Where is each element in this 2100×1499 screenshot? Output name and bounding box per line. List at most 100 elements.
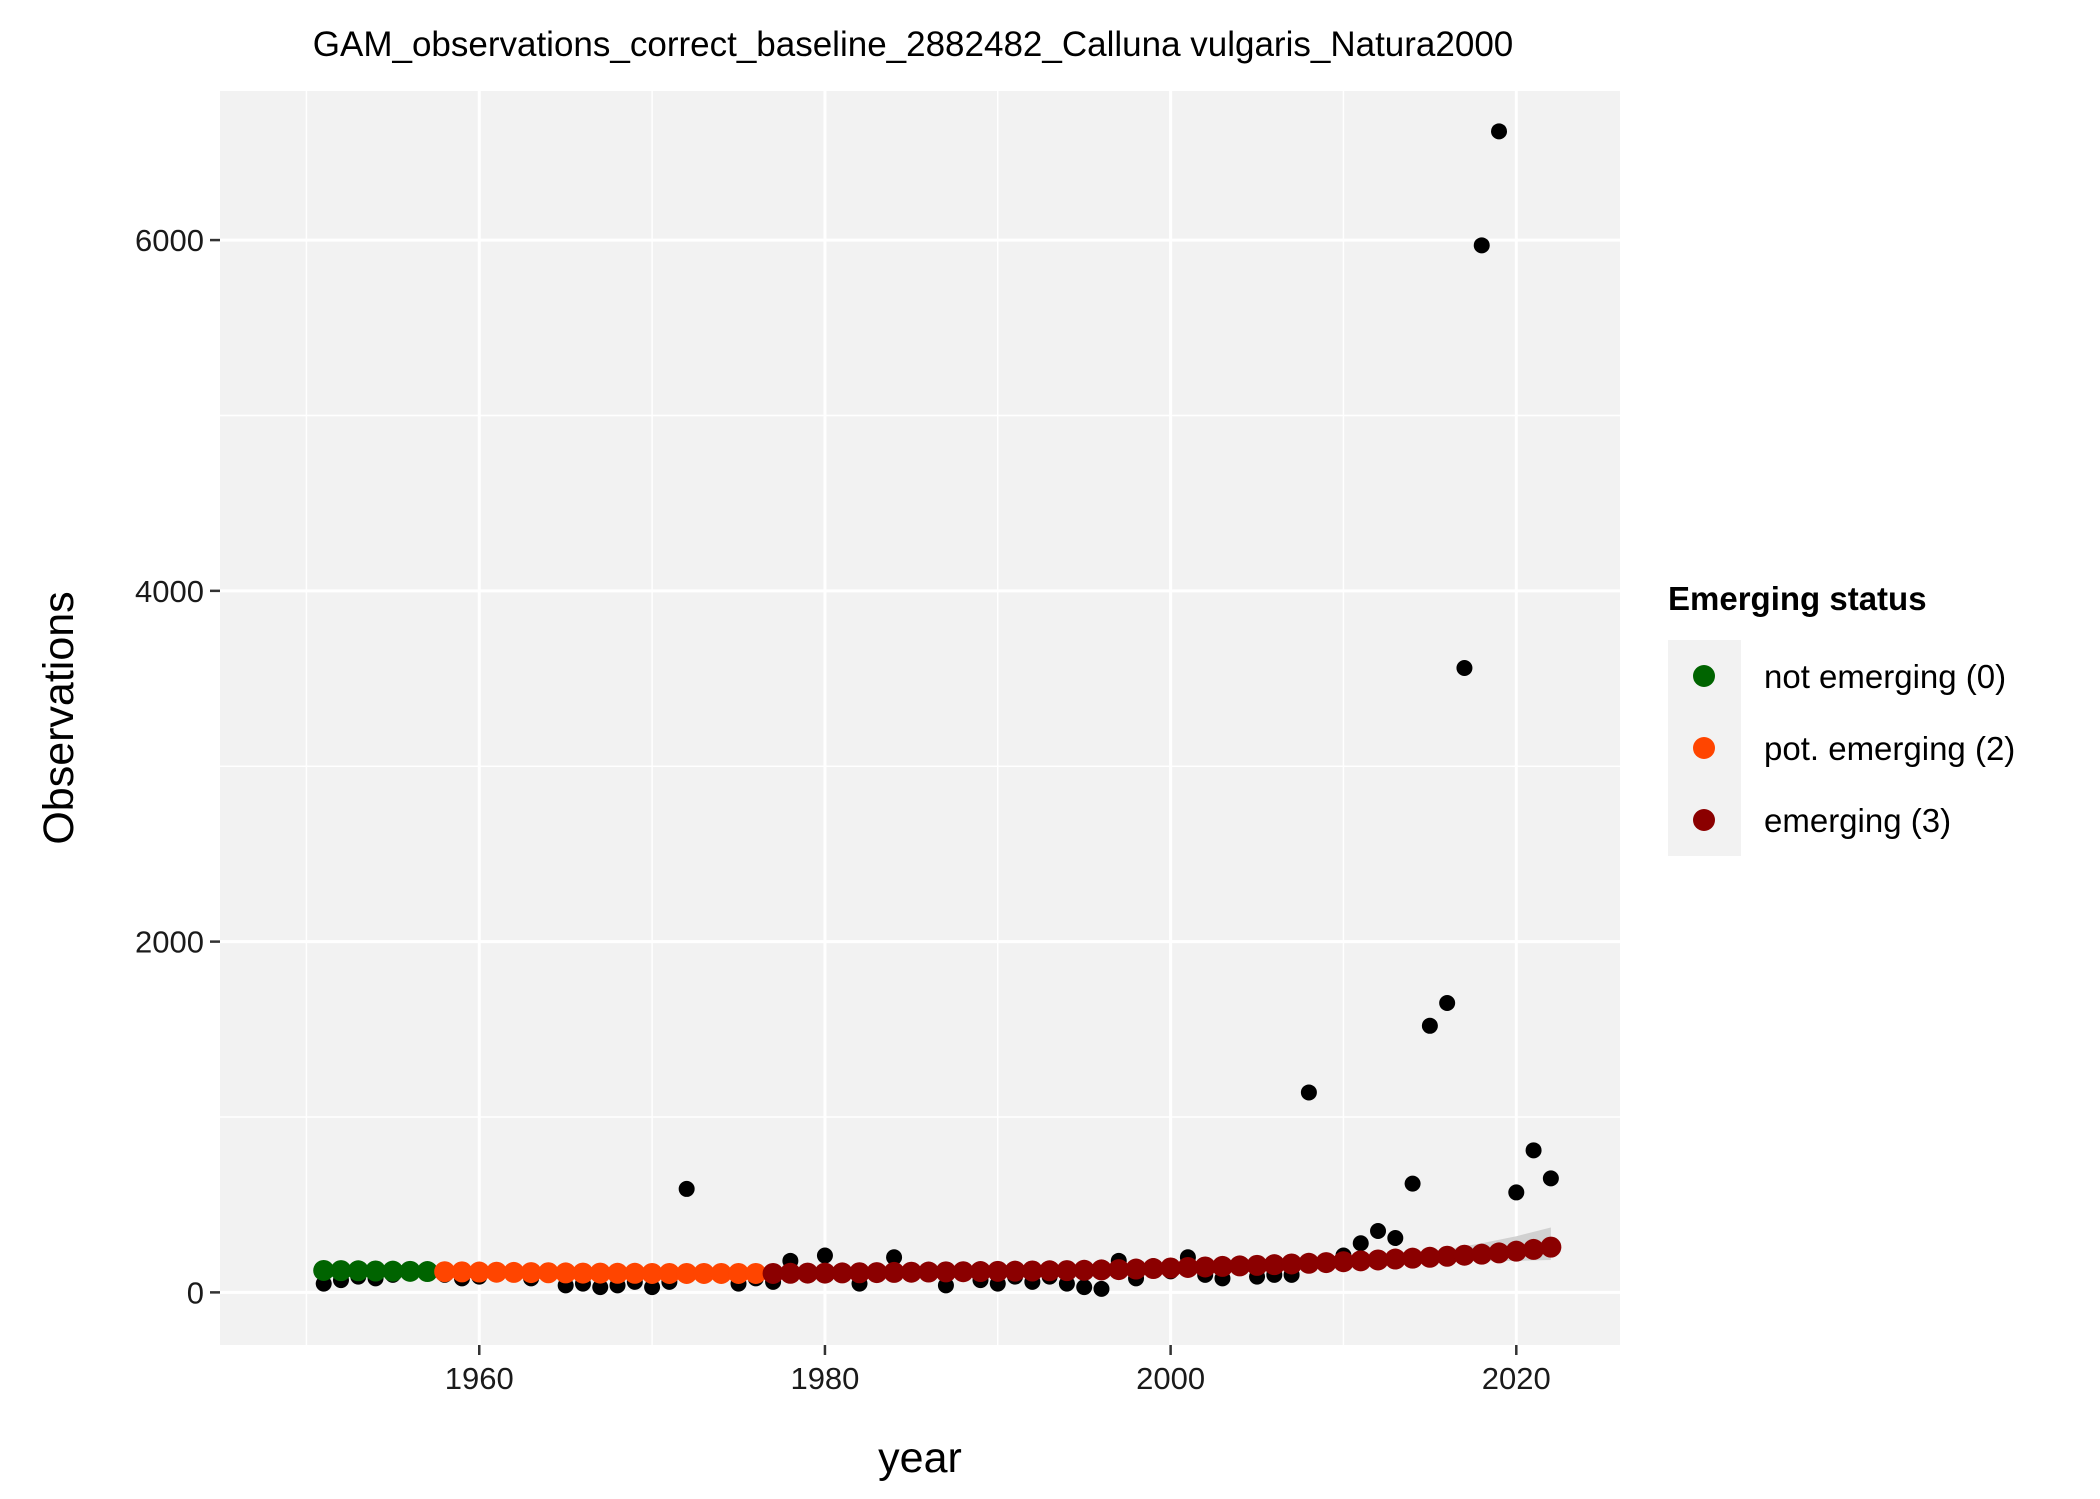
fitted-point	[969, 1261, 991, 1283]
fitted-point	[1229, 1255, 1251, 1277]
fitted-point	[520, 1262, 542, 1284]
fitted-point	[1056, 1260, 1078, 1282]
fitted-point	[468, 1261, 490, 1283]
fitted-point	[918, 1261, 940, 1283]
fitted-point	[1419, 1246, 1441, 1268]
fitted-point	[589, 1262, 611, 1284]
fitted-point	[1021, 1260, 1043, 1282]
fitted-point	[935, 1261, 957, 1283]
fitted-point	[347, 1260, 369, 1282]
fitted-point	[1194, 1256, 1216, 1278]
fitted-point	[1505, 1240, 1527, 1262]
observation-point	[1508, 1184, 1525, 1201]
fitted-point	[779, 1262, 801, 1284]
legend-key	[1693, 809, 1715, 831]
observation-point	[1439, 995, 1456, 1011]
fitted-point	[607, 1262, 629, 1284]
fitted-point	[641, 1262, 663, 1284]
fitted-point	[555, 1262, 577, 1284]
observation-point	[886, 1249, 903, 1266]
fitted-point	[416, 1261, 438, 1283]
fitted-point	[313, 1259, 335, 1281]
x-tick-label: 1980	[790, 1361, 859, 1396]
plot-panel	[220, 91, 1620, 1345]
x-tick-label: 2000	[1136, 1361, 1205, 1396]
fitted-point	[1281, 1253, 1303, 1275]
fitted-point	[1160, 1257, 1182, 1279]
fitted-point	[1315, 1252, 1337, 1274]
observation-point	[1473, 237, 1490, 254]
fitted-point	[1402, 1247, 1424, 1269]
legend-label: not emerging (0)	[1764, 658, 2006, 695]
legend-label: emerging (3)	[1764, 802, 1951, 839]
observation-point	[592, 1279, 609, 1296]
fitted-point	[624, 1262, 646, 1284]
legend-label: pot. emerging (2)	[1764, 730, 2015, 767]
fitted-point	[1298, 1252, 1320, 1274]
fitted-point	[1177, 1256, 1199, 1278]
fitted-point	[728, 1262, 750, 1284]
fitted-point	[987, 1260, 1009, 1282]
fitted-point	[1436, 1245, 1458, 1267]
fitted-point	[1039, 1260, 1061, 1282]
fitted-point	[849, 1262, 871, 1284]
fitted-point	[1523, 1238, 1545, 1260]
fitted-point	[658, 1262, 680, 1284]
legend-key	[1693, 737, 1715, 759]
fitted-point	[451, 1261, 473, 1283]
fitted-point	[1367, 1249, 1389, 1271]
observation-point	[1421, 1017, 1438, 1034]
fitted-point	[676, 1262, 698, 1284]
chart-title: GAM_observations_correct_baseline_288248…	[313, 25, 1514, 64]
y-tick-label: 6000	[135, 223, 204, 258]
legend: Emerging status not emerging (0) pot. eme…	[1668, 580, 2015, 856]
fitted-point	[365, 1260, 387, 1282]
observation-point	[1404, 1175, 1421, 1192]
fitted-point	[797, 1262, 819, 1284]
fitted-point	[883, 1261, 905, 1283]
fitted-point	[1453, 1244, 1475, 1266]
fitted-point	[434, 1261, 456, 1283]
fitted-point	[1211, 1255, 1233, 1277]
fitted-point	[1004, 1260, 1026, 1282]
x-axis-title: year	[878, 1434, 962, 1482]
fitted-point	[330, 1260, 352, 1282]
fitted-point	[1108, 1259, 1130, 1281]
fitted-point	[1332, 1251, 1354, 1273]
observation-point	[1076, 1279, 1093, 1296]
y-axis-title: Observations	[35, 591, 83, 844]
fitted-point	[693, 1262, 715, 1284]
y-tick-label: 2000	[135, 925, 204, 960]
observation-point	[1093, 1280, 1110, 1297]
observation-point	[816, 1247, 833, 1264]
fitted-point	[762, 1262, 784, 1284]
fitted-point	[1090, 1259, 1112, 1281]
fitted-point	[1384, 1248, 1406, 1270]
fitted-point	[814, 1262, 836, 1284]
fitted-point	[1073, 1259, 1095, 1281]
fitted-point	[710, 1262, 732, 1284]
fitted-point	[745, 1262, 767, 1284]
fitted-point	[952, 1261, 974, 1283]
x-axis: 1960 1980 2000 2020	[445, 1345, 1551, 1396]
fitted-point	[1142, 1258, 1164, 1280]
fitted-points	[313, 1236, 1562, 1284]
observation-point	[678, 1180, 695, 1197]
legend-key	[1693, 665, 1715, 687]
observation-point	[1491, 123, 1508, 140]
legend-title: Emerging status	[1668, 580, 1927, 617]
fitted-point	[1246, 1254, 1268, 1276]
fitted-point	[866, 1262, 888, 1284]
fitted-point	[1471, 1243, 1493, 1265]
grid-minor	[220, 91, 1620, 1345]
observation-point	[1456, 660, 1473, 677]
fitted-point	[399, 1260, 421, 1282]
fitted-point	[1540, 1236, 1562, 1258]
observation-point	[1352, 1235, 1369, 1252]
observation-point	[1370, 1223, 1387, 1239]
observation-point	[1525, 1142, 1542, 1159]
fitted-point	[900, 1261, 922, 1283]
fitted-point	[486, 1261, 508, 1283]
observation-point	[1387, 1230, 1404, 1247]
